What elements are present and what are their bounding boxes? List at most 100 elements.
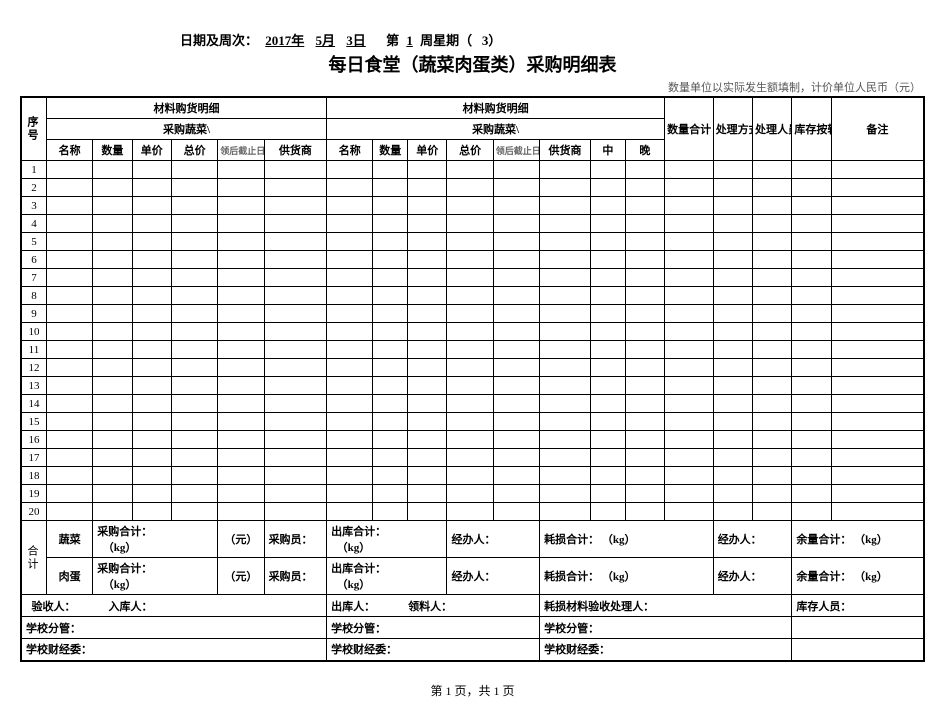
cell xyxy=(46,341,92,359)
cell xyxy=(373,413,408,431)
cell xyxy=(46,287,92,305)
cell xyxy=(373,323,408,341)
cell xyxy=(46,395,92,413)
cell xyxy=(93,197,132,215)
cell xyxy=(264,377,327,395)
table-row: 15 xyxy=(21,413,924,431)
cell xyxy=(591,197,626,215)
cell xyxy=(327,305,373,323)
cell xyxy=(327,179,373,197)
cell xyxy=(408,197,447,215)
stockout-picker: 出库人： 领料人： xyxy=(327,595,540,617)
table-row: 2 xyxy=(21,179,924,197)
cell xyxy=(665,287,714,305)
cell xyxy=(218,359,264,377)
cell xyxy=(447,215,493,233)
cell xyxy=(753,377,792,395)
cell xyxy=(327,341,373,359)
cell xyxy=(264,395,327,413)
cell xyxy=(753,341,792,359)
cell xyxy=(831,251,924,269)
cell xyxy=(753,359,792,377)
table-row: 3 xyxy=(21,197,924,215)
cell xyxy=(665,161,714,179)
cell xyxy=(540,341,591,359)
cell xyxy=(665,251,714,269)
table-row: 9 xyxy=(21,305,924,323)
cell xyxy=(171,341,217,359)
hdr-price-2: 单价 xyxy=(408,140,447,161)
cell xyxy=(327,269,373,287)
cell xyxy=(218,467,264,485)
row-number: 6 xyxy=(21,251,46,269)
cell xyxy=(540,287,591,305)
cell xyxy=(665,341,714,359)
cell xyxy=(132,485,171,503)
hdr-total-2: 总价 xyxy=(447,140,493,161)
cell xyxy=(625,377,664,395)
cell xyxy=(447,179,493,197)
meat-out-total: 出库合计： （kg） xyxy=(327,558,447,595)
hdr-middle: 中 xyxy=(591,140,626,161)
school-mgr-blank xyxy=(792,617,924,639)
cell xyxy=(373,287,408,305)
cell xyxy=(665,359,714,377)
hdr-process-method: 处理方式 xyxy=(713,97,752,161)
meat-agent: 经办人： xyxy=(447,558,540,595)
cell xyxy=(373,341,408,359)
cell xyxy=(447,305,493,323)
hdr-name-2: 名称 xyxy=(327,140,373,161)
cell xyxy=(373,161,408,179)
cell xyxy=(665,377,714,395)
cell xyxy=(408,413,447,431)
table-row: 10 xyxy=(21,323,924,341)
cell xyxy=(264,449,327,467)
cell xyxy=(132,305,171,323)
cell xyxy=(171,305,217,323)
table-row: 18 xyxy=(21,467,924,485)
cell xyxy=(46,251,92,269)
cell xyxy=(753,467,792,485)
cell xyxy=(327,233,373,251)
cell xyxy=(132,179,171,197)
cell xyxy=(327,413,373,431)
cell xyxy=(264,287,327,305)
cell xyxy=(93,413,132,431)
cell xyxy=(625,287,664,305)
cell xyxy=(665,467,714,485)
cell xyxy=(218,233,264,251)
cell xyxy=(540,395,591,413)
cell xyxy=(327,377,373,395)
cell xyxy=(171,179,217,197)
row-number: 10 xyxy=(21,323,46,341)
cell xyxy=(447,503,493,521)
cell xyxy=(831,179,924,197)
summary-heji: 合计 xyxy=(21,521,46,595)
cell xyxy=(327,161,373,179)
cell xyxy=(408,269,447,287)
row-number: 13 xyxy=(21,377,46,395)
cell xyxy=(792,503,831,521)
page-number: 第 1 页，共 1 页 xyxy=(20,682,925,699)
cell xyxy=(591,341,626,359)
table-row: 7 xyxy=(21,269,924,287)
cell xyxy=(493,287,539,305)
cell xyxy=(327,287,373,305)
row-number: 7 xyxy=(21,269,46,287)
summary-meat-row: 肉蛋 采购合计： （kg） （元） 采购员： 出库合计： （kg） 经办人： 耗… xyxy=(21,558,924,595)
cell xyxy=(171,413,217,431)
cell xyxy=(408,449,447,467)
cell xyxy=(373,251,408,269)
cell xyxy=(327,395,373,413)
cell xyxy=(171,395,217,413)
cell xyxy=(327,449,373,467)
cell xyxy=(93,449,132,467)
cell xyxy=(753,251,792,269)
cell xyxy=(264,503,327,521)
cell xyxy=(132,359,171,377)
cell xyxy=(493,395,539,413)
cell xyxy=(493,341,539,359)
cell xyxy=(493,197,539,215)
cell xyxy=(373,233,408,251)
row-number: 5 xyxy=(21,233,46,251)
